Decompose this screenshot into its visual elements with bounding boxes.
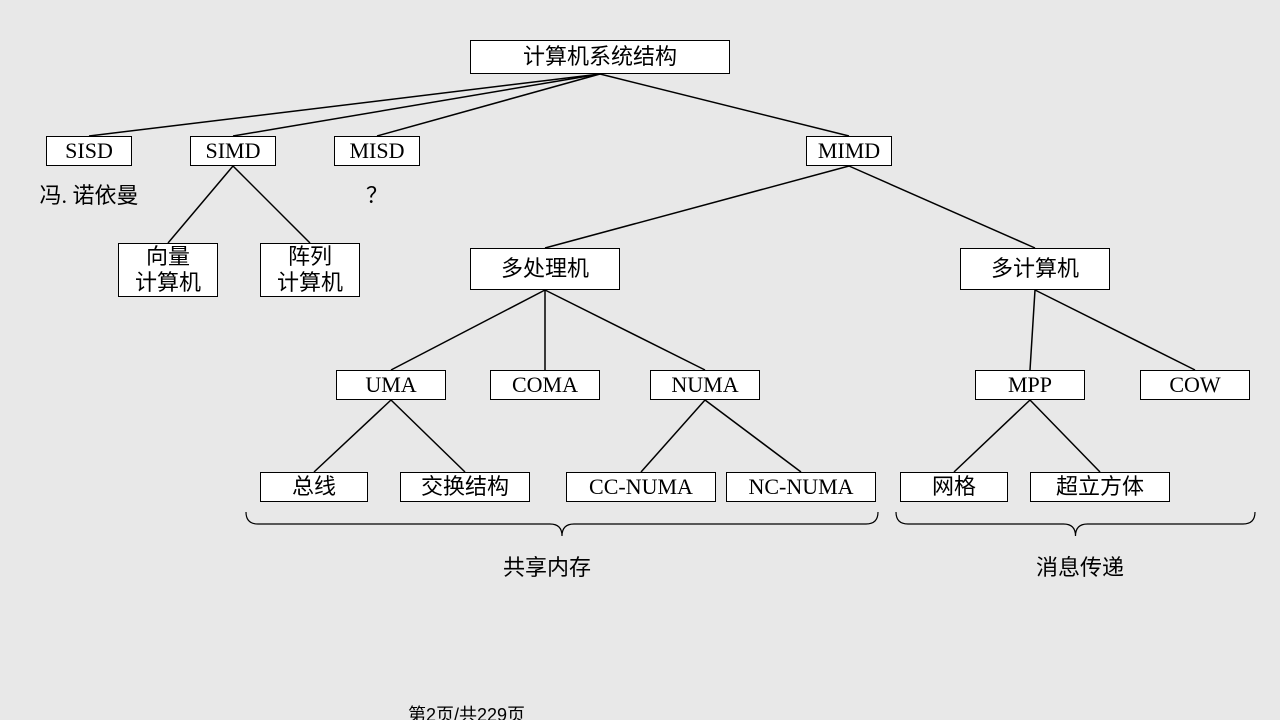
node-vector: 向量 计算机 (118, 243, 218, 297)
edge-multicomp-cow (1035, 290, 1195, 370)
node-multicomp: 多计算机 (960, 248, 1110, 290)
edge-mpp-mesh (954, 400, 1030, 472)
edge-multiproc-numa (545, 290, 705, 370)
annot-msg_pass: 消息传递 (1036, 550, 1124, 582)
tree-edges-svg (0, 0, 1280, 720)
edge-root-simd (233, 74, 600, 136)
edge-numa-ccnuma (641, 400, 705, 472)
edge-multiproc-uma (391, 290, 545, 370)
node-array: 阵列 计算机 (260, 243, 360, 297)
page-footer: 第2页/共229页 (408, 701, 525, 720)
brace-shared_mem (246, 512, 878, 536)
annot-misd_sub: ？ (366, 178, 388, 210)
node-switch: 交换结构 (400, 472, 530, 502)
node-hypercube: 超立方体 (1030, 472, 1170, 502)
node-mpp: MPP (975, 370, 1085, 400)
node-bus: 总线 (260, 472, 368, 502)
edge-root-mimd (600, 74, 849, 136)
annot-sisd_sub: 冯. 诺依曼 (39, 178, 138, 210)
node-ncnuma: NC-NUMA (726, 472, 876, 502)
node-multiproc: 多处理机 (470, 248, 620, 290)
node-mimd: MIMD (806, 136, 892, 166)
node-ccnuma: CC-NUMA (566, 472, 716, 502)
edge-multicomp-mpp (1030, 290, 1035, 370)
edge-root-sisd (89, 74, 600, 136)
edge-mimd-multicomp (849, 166, 1035, 248)
node-numa: NUMA (650, 370, 760, 400)
edge-mimd-multiproc (545, 166, 849, 248)
node-coma: COMA (490, 370, 600, 400)
node-simd: SIMD (190, 136, 276, 166)
edge-uma-switch (391, 400, 465, 472)
annot-shared_mem: 共享内存 (503, 550, 591, 582)
brace-msg_pass (896, 512, 1255, 536)
node-cow: COW (1140, 370, 1250, 400)
node-uma: UMA (336, 370, 446, 400)
edge-mpp-hypercube (1030, 400, 1100, 472)
node-misd: MISD (334, 136, 420, 166)
edge-simd-vector (168, 166, 233, 243)
node-root: 计算机系统结构 (470, 40, 730, 74)
edge-simd-array (233, 166, 310, 243)
edge-uma-bus (314, 400, 391, 472)
edge-numa-ncnuma (705, 400, 801, 472)
edge-root-misd (377, 74, 600, 136)
node-sisd: SISD (46, 136, 132, 166)
node-mesh: 网格 (900, 472, 1008, 502)
